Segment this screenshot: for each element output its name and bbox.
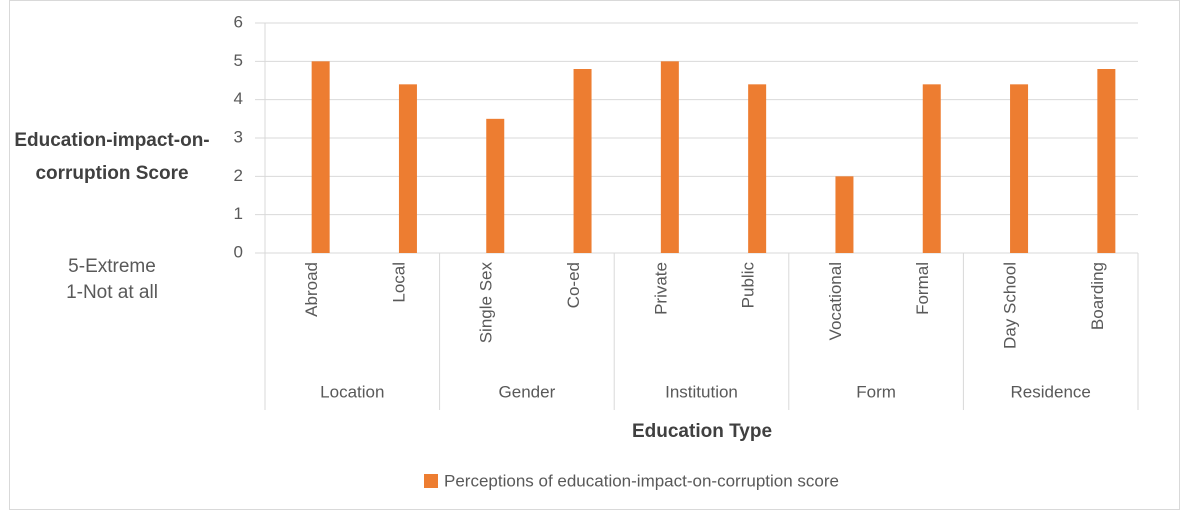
- y-tick-label: 4: [234, 89, 243, 108]
- group-label: Location: [320, 382, 384, 401]
- bar: [748, 84, 767, 253]
- x-tick-label: Co-ed: [564, 262, 583, 308]
- y-tick-label: 1: [234, 204, 243, 223]
- y-tick-label: 2: [234, 166, 243, 185]
- x-tick-label: Abroad: [302, 262, 321, 317]
- legend-label: Perceptions of education-impact-on-corru…: [444, 471, 839, 490]
- x-tick-label: Boarding: [1088, 262, 1107, 330]
- group-label: Gender: [499, 382, 556, 401]
- x-tick-label: Formal: [913, 262, 932, 315]
- bar: [922, 84, 941, 253]
- annotation: 5-Extreme: [68, 256, 156, 277]
- bar: [486, 118, 505, 253]
- x-tick-label: Local: [389, 262, 408, 303]
- y-axis-title: Education-impact-on-corruption Score: [14, 130, 210, 184]
- group-label: Residence: [1011, 382, 1091, 401]
- legend-swatch: [424, 474, 438, 488]
- bar: [311, 61, 330, 254]
- x-tick-label: Public: [739, 262, 758, 309]
- bar: [835, 176, 854, 253]
- bar: [660, 61, 679, 254]
- y-tick-label: 6: [234, 12, 243, 31]
- y-tick-label: 3: [234, 127, 243, 146]
- group-label: Institution: [665, 382, 738, 401]
- x-tick-label: Private: [651, 262, 670, 315]
- y-tick-label: 0: [234, 242, 243, 261]
- annotation: 1-Not at all: [66, 282, 158, 303]
- group-label: Form: [856, 382, 896, 401]
- bar: [1010, 84, 1029, 253]
- bar: [1097, 69, 1116, 253]
- x-axis-title: Education Type: [632, 421, 772, 442]
- chart-border: [9, 0, 1180, 510]
- x-tick-label: Day School: [1001, 262, 1020, 349]
- y-tick-label: 5: [234, 51, 243, 70]
- bar: [573, 69, 592, 253]
- x-tick-label: Single Sex: [477, 262, 496, 344]
- x-tick-label: Vocational: [826, 262, 845, 340]
- bar: [398, 84, 417, 253]
